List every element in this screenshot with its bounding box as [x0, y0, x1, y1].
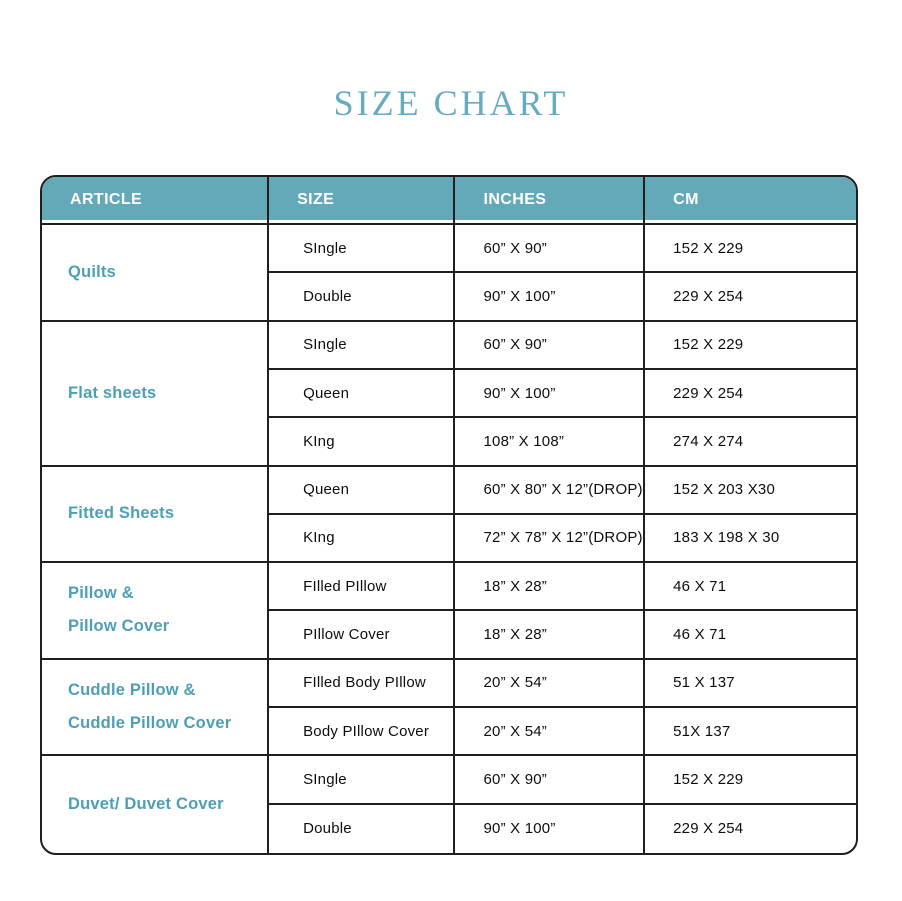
cm-cell: 183 X 198 X 30: [645, 515, 856, 564]
cm-cell: 229 X 254: [645, 273, 856, 322]
article-cell-quilts: Quilts: [42, 225, 270, 322]
size-cell: Queen: [269, 369, 456, 419]
inches-cell: 20” X 54”: [455, 708, 646, 757]
column-header-article: ARTICLE: [42, 177, 270, 225]
inches-cell: 108” X 108”: [455, 418, 646, 467]
size-cell: SIngle: [269, 225, 456, 274]
column-header-size: SIZE: [269, 177, 456, 225]
inches-cell: 20” X 54”: [455, 659, 646, 709]
size-cell: Double: [269, 273, 456, 322]
cm-cell: 51 X 137: [645, 660, 856, 709]
cm-cell: 46 X 71: [645, 563, 856, 612]
cm-cell: 51X 137: [645, 708, 856, 757]
inches-cell: 72” X 78” X 12”(DROP): [455, 514, 646, 564]
cm-cell: 152 X 229: [645, 225, 856, 274]
page-title: SIZE CHART: [333, 83, 569, 123]
inches-cell: 90” X 100”: [455, 369, 646, 419]
inches-cell: 60” X 80” X 12”(DROP): [455, 466, 646, 515]
inches-cell: 18” X 28”: [455, 611, 646, 660]
cm-cell: 152 X 203 X30: [645, 467, 856, 515]
cm-cell: 274 X 274: [645, 418, 856, 467]
cm-cell: 152 X 229: [645, 756, 856, 805]
size-chart-grid: ARTICLE SIZE INCHES CM Quilts SIngle 60”…: [42, 177, 856, 853]
inches-cell: 18” X 28”: [455, 563, 646, 612]
inches-cell: 60” X 90”: [455, 225, 646, 274]
cm-cell: 152 X 229: [645, 322, 856, 370]
column-header-inches: INCHES: [455, 177, 646, 225]
size-cell: Body PIllow Cover: [269, 708, 456, 757]
inches-cell: 90” X 100”: [455, 273, 646, 322]
size-chart-table: ARTICLE SIZE INCHES CM Quilts SIngle 60”…: [40, 175, 858, 855]
article-cell-duvet: Duvet/ Duvet Cover: [42, 756, 270, 853]
size-cell: Double: [269, 804, 456, 853]
article-cell-fitted-sheets: Fitted Sheets: [42, 466, 270, 564]
size-cell: FIlled Body PIllow: [269, 659, 456, 709]
article-cell-cuddle-pillow: Cuddle Pillow & Cuddle Pillow Cover: [42, 659, 270, 757]
size-cell: KIng: [269, 514, 456, 564]
size-cell: KIng: [269, 418, 456, 467]
cm-cell: 229 X 254: [673, 820, 744, 838]
size-cell: SIngle: [269, 756, 456, 805]
inches-cell: 60” X 90”: [455, 321, 646, 370]
size-cell: Queen: [269, 466, 456, 515]
article-cell-flat-sheets: Flat sheets: [42, 321, 270, 467]
column-header-cm: CM: [645, 177, 856, 225]
inches-cell: 90” X 100”: [455, 804, 646, 853]
size-cell: SIngle: [269, 321, 456, 370]
article-cell-pillow: Pillow & Pillow Cover: [42, 563, 270, 660]
inches-cell: 60” X 90”: [455, 756, 646, 805]
size-cell: FIlled PIllow: [269, 563, 456, 612]
cm-cell: 229 X 254: [645, 370, 856, 419]
size-cell: PIllow Cover: [269, 611, 456, 660]
cm-cell: 46 X 71: [645, 611, 856, 660]
